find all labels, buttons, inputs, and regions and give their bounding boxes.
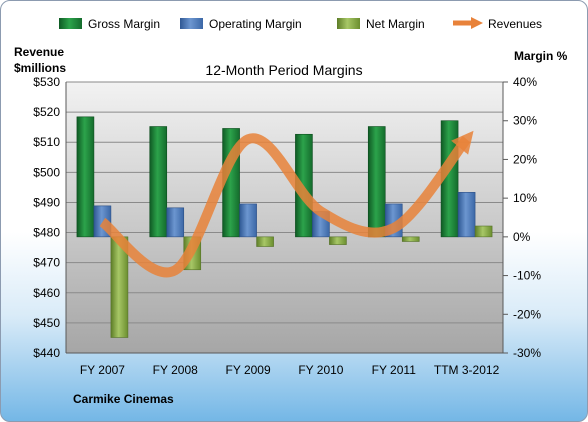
net-margin-bar (329, 236, 347, 245)
net-margin-bar (474, 225, 493, 238)
left-tick-label: $460 (33, 286, 60, 300)
right-tick-label: 30% (513, 114, 537, 128)
left-tick-label: $520 (33, 105, 60, 119)
left-tick-label: $530 (33, 75, 60, 89)
gross-margin-bar (367, 126, 386, 238)
operating-margin-bar (457, 192, 476, 238)
left-axis-label-line2: $millions (14, 61, 66, 75)
right-tick-label: -20% (513, 307, 541, 321)
left-tick-label: $480 (33, 226, 60, 240)
right-tick-label: 0% (513, 230, 531, 244)
category-label: FY 2011 (372, 363, 417, 377)
net-margin-bar (401, 236, 420, 242)
legend-label-gross: Gross Margin (88, 17, 160, 31)
category-label: FY 2009 (226, 363, 271, 377)
right-tick-label: 40% (513, 75, 537, 89)
left-axis-label-line1: Revenue (14, 45, 64, 59)
operating-margin-bar (166, 207, 185, 238)
revenue-line (99, 130, 474, 278)
revenue-line-layer (99, 130, 474, 278)
category-label: FY 2007 (80, 363, 125, 377)
right-tick-label: 10% (513, 191, 537, 205)
chart-title: 12-Month Period Margins (205, 62, 362, 78)
left-tick-label: $490 (33, 195, 60, 209)
category-label: FY 2010 (298, 363, 343, 377)
axes: $440 $450 $460 $470 $480 $490 $500 $510 $520 $530… (33, 75, 541, 377)
legend-label-revenues: Revenues (488, 17, 542, 31)
category-label: TTM 3-2012 (434, 363, 500, 377)
left-tick-label: $440 (33, 346, 60, 360)
legend-arrow-icon (471, 17, 483, 29)
legend-label-operating: Operating Margin (209, 17, 302, 31)
company-name: Carmike Cinemas (73, 392, 174, 406)
legend-swatch-operating (180, 18, 203, 29)
left-tick-label: $470 (33, 256, 60, 270)
right-tick-label: -10% (513, 269, 541, 283)
left-tick-label: $500 (33, 165, 60, 179)
legend-label-net: Net Margin (366, 17, 425, 31)
operating-margin-bar (239, 203, 257, 238)
legend-swatch-gross (59, 18, 82, 29)
legend: Gross Margin Operating Margin Net Margin… (59, 17, 542, 31)
gross-margin-bar (149, 126, 168, 238)
plot-area (66, 82, 503, 353)
left-tick-label: $450 (33, 316, 60, 330)
net-margin-bar (256, 236, 274, 247)
right-axis-label: Margin % (514, 49, 568, 63)
left-tick-label: $510 (33, 135, 60, 149)
right-tick-label: -30% (513, 346, 541, 360)
category-label: FY 2008 (153, 363, 198, 377)
legend-swatch-net (337, 18, 360, 29)
right-tick-label: 20% (513, 152, 537, 166)
gross-margin-bar (76, 116, 95, 238)
